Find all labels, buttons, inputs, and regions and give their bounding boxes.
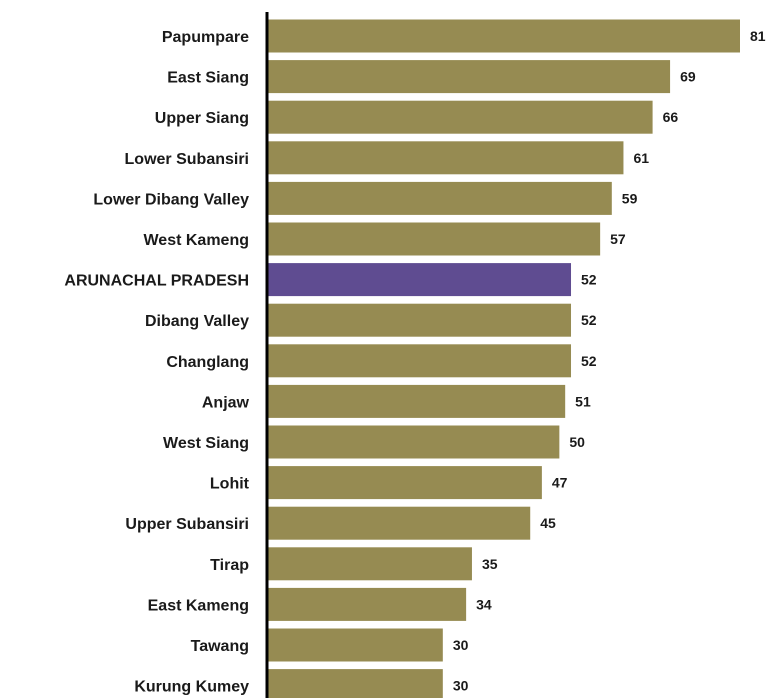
category-label-east-kameng: East Kameng <box>148 597 249 614</box>
category-label-kurung-kumey: Kurung Kumey <box>134 679 249 696</box>
bar-west-kameng <box>268 222 601 256</box>
value-label-lower-subansiri: 61 <box>633 150 649 166</box>
bar-tirap <box>268 547 472 581</box>
bar-west-siang <box>268 425 560 459</box>
value-label-dibang-valley: 52 <box>581 312 597 328</box>
bar-papumpare <box>268 19 740 53</box>
value-label-east-siang: 69 <box>680 69 696 85</box>
category-label-west-siang: West Siang <box>163 435 249 452</box>
value-label-upper-subansiri: 45 <box>540 515 556 531</box>
value-label-west-siang: 50 <box>569 434 585 450</box>
value-label-lohit: 47 <box>552 475 568 491</box>
category-label-changlang: Changlang <box>166 354 249 371</box>
bar-east-kameng <box>268 587 467 621</box>
value-labels-group: 81 69 66 61 59 57 52 52 52 51 50 47 45 35 34 30 30 <box>453 28 766 694</box>
category-label-upper-subansiri: Upper Subansiri <box>125 516 249 533</box>
bar-dibang-valley <box>268 303 572 337</box>
value-label-arunachal-pradesh: 52 <box>581 272 597 288</box>
bar-arunachal-pradesh <box>268 263 572 297</box>
bar-anjaw <box>268 384 566 418</box>
category-label-upper-siang: Upper Siang <box>155 110 249 127</box>
bar-east-siang <box>268 60 671 94</box>
value-label-lower-dibang-valley: 59 <box>622 190 638 206</box>
bar-kurung-kumey <box>268 669 443 698</box>
value-label-tawang: 30 <box>453 637 469 653</box>
value-label-changlang: 52 <box>581 353 597 369</box>
value-label-kurung-kumey: 30 <box>453 678 469 694</box>
category-label-anjaw: Anjaw <box>202 394 250 411</box>
category-labels-group: Papumpare East Siang Upper Siang Lower Suba… <box>64 29 249 696</box>
bar-upper-siang <box>268 100 653 134</box>
value-label-anjaw: 51 <box>575 393 591 409</box>
bar-upper-subansiri <box>268 506 531 540</box>
bars-group <box>268 19 740 698</box>
category-label-east-siang: East Siang <box>167 70 249 87</box>
category-label-dibang-valley: Dibang Valley <box>145 313 249 330</box>
category-label-lower-dibang-valley: Lower Dibang Valley <box>93 191 249 208</box>
category-label-lohit: Lohit <box>210 476 250 493</box>
category-label-lower-subansiri: Lower Subansiri <box>125 151 249 168</box>
bar-lower-subansiri <box>268 141 624 175</box>
bar-changlang <box>268 344 572 378</box>
category-label-arunachal-pradesh: ARUNACHAL PRADESH <box>64 273 249 290</box>
category-label-west-kameng: West Kameng <box>143 232 249 249</box>
bar-lohit <box>268 466 542 500</box>
category-label-papumpare: Papumpare <box>162 29 249 46</box>
category-label-tirap: Tirap <box>210 557 249 574</box>
category-label-tawang: Tawang <box>191 638 249 655</box>
value-label-papumpare: 81 <box>750 28 766 44</box>
value-label-upper-siang: 66 <box>663 109 679 125</box>
bar-lower-dibang-valley <box>268 181 612 215</box>
bar-tawang <box>268 628 443 662</box>
value-label-tirap: 35 <box>482 556 498 572</box>
value-label-west-kameng: 57 <box>610 231 626 247</box>
value-label-east-kameng: 34 <box>476 596 492 612</box>
